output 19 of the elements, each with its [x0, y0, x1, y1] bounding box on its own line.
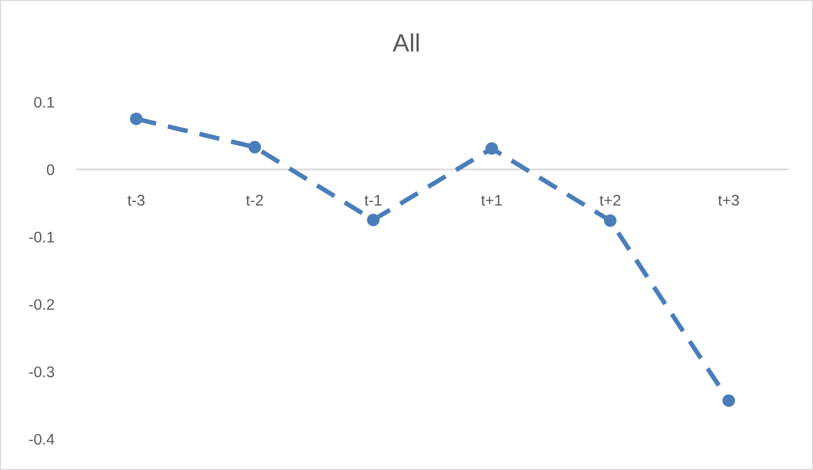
x-tick-label: t+1: [481, 194, 502, 206]
y-tick-label: -0.4: [29, 434, 54, 445]
y-tick-label: -0.3: [29, 366, 54, 378]
chart-title: All: [392, 33, 419, 52]
x-tick-label: t-1: [364, 194, 382, 206]
point: [604, 214, 616, 227]
y-tick-label: 0.1: [34, 96, 54, 108]
point: [248, 140, 261, 154]
x-tick-label: t+2: [600, 194, 620, 206]
y-tick-label: -0.1: [29, 232, 54, 242]
x-tick-label: t-2: [246, 194, 263, 206]
x-tick-label: t-3: [128, 194, 144, 206]
point: [367, 214, 380, 226]
point: [130, 112, 142, 126]
point: [722, 394, 735, 407]
point: [486, 142, 498, 155]
y-tick-label: 0: [46, 164, 54, 176]
y-tick-label: -0.2: [29, 299, 54, 310]
x-tick-label: t+3: [718, 194, 739, 206]
